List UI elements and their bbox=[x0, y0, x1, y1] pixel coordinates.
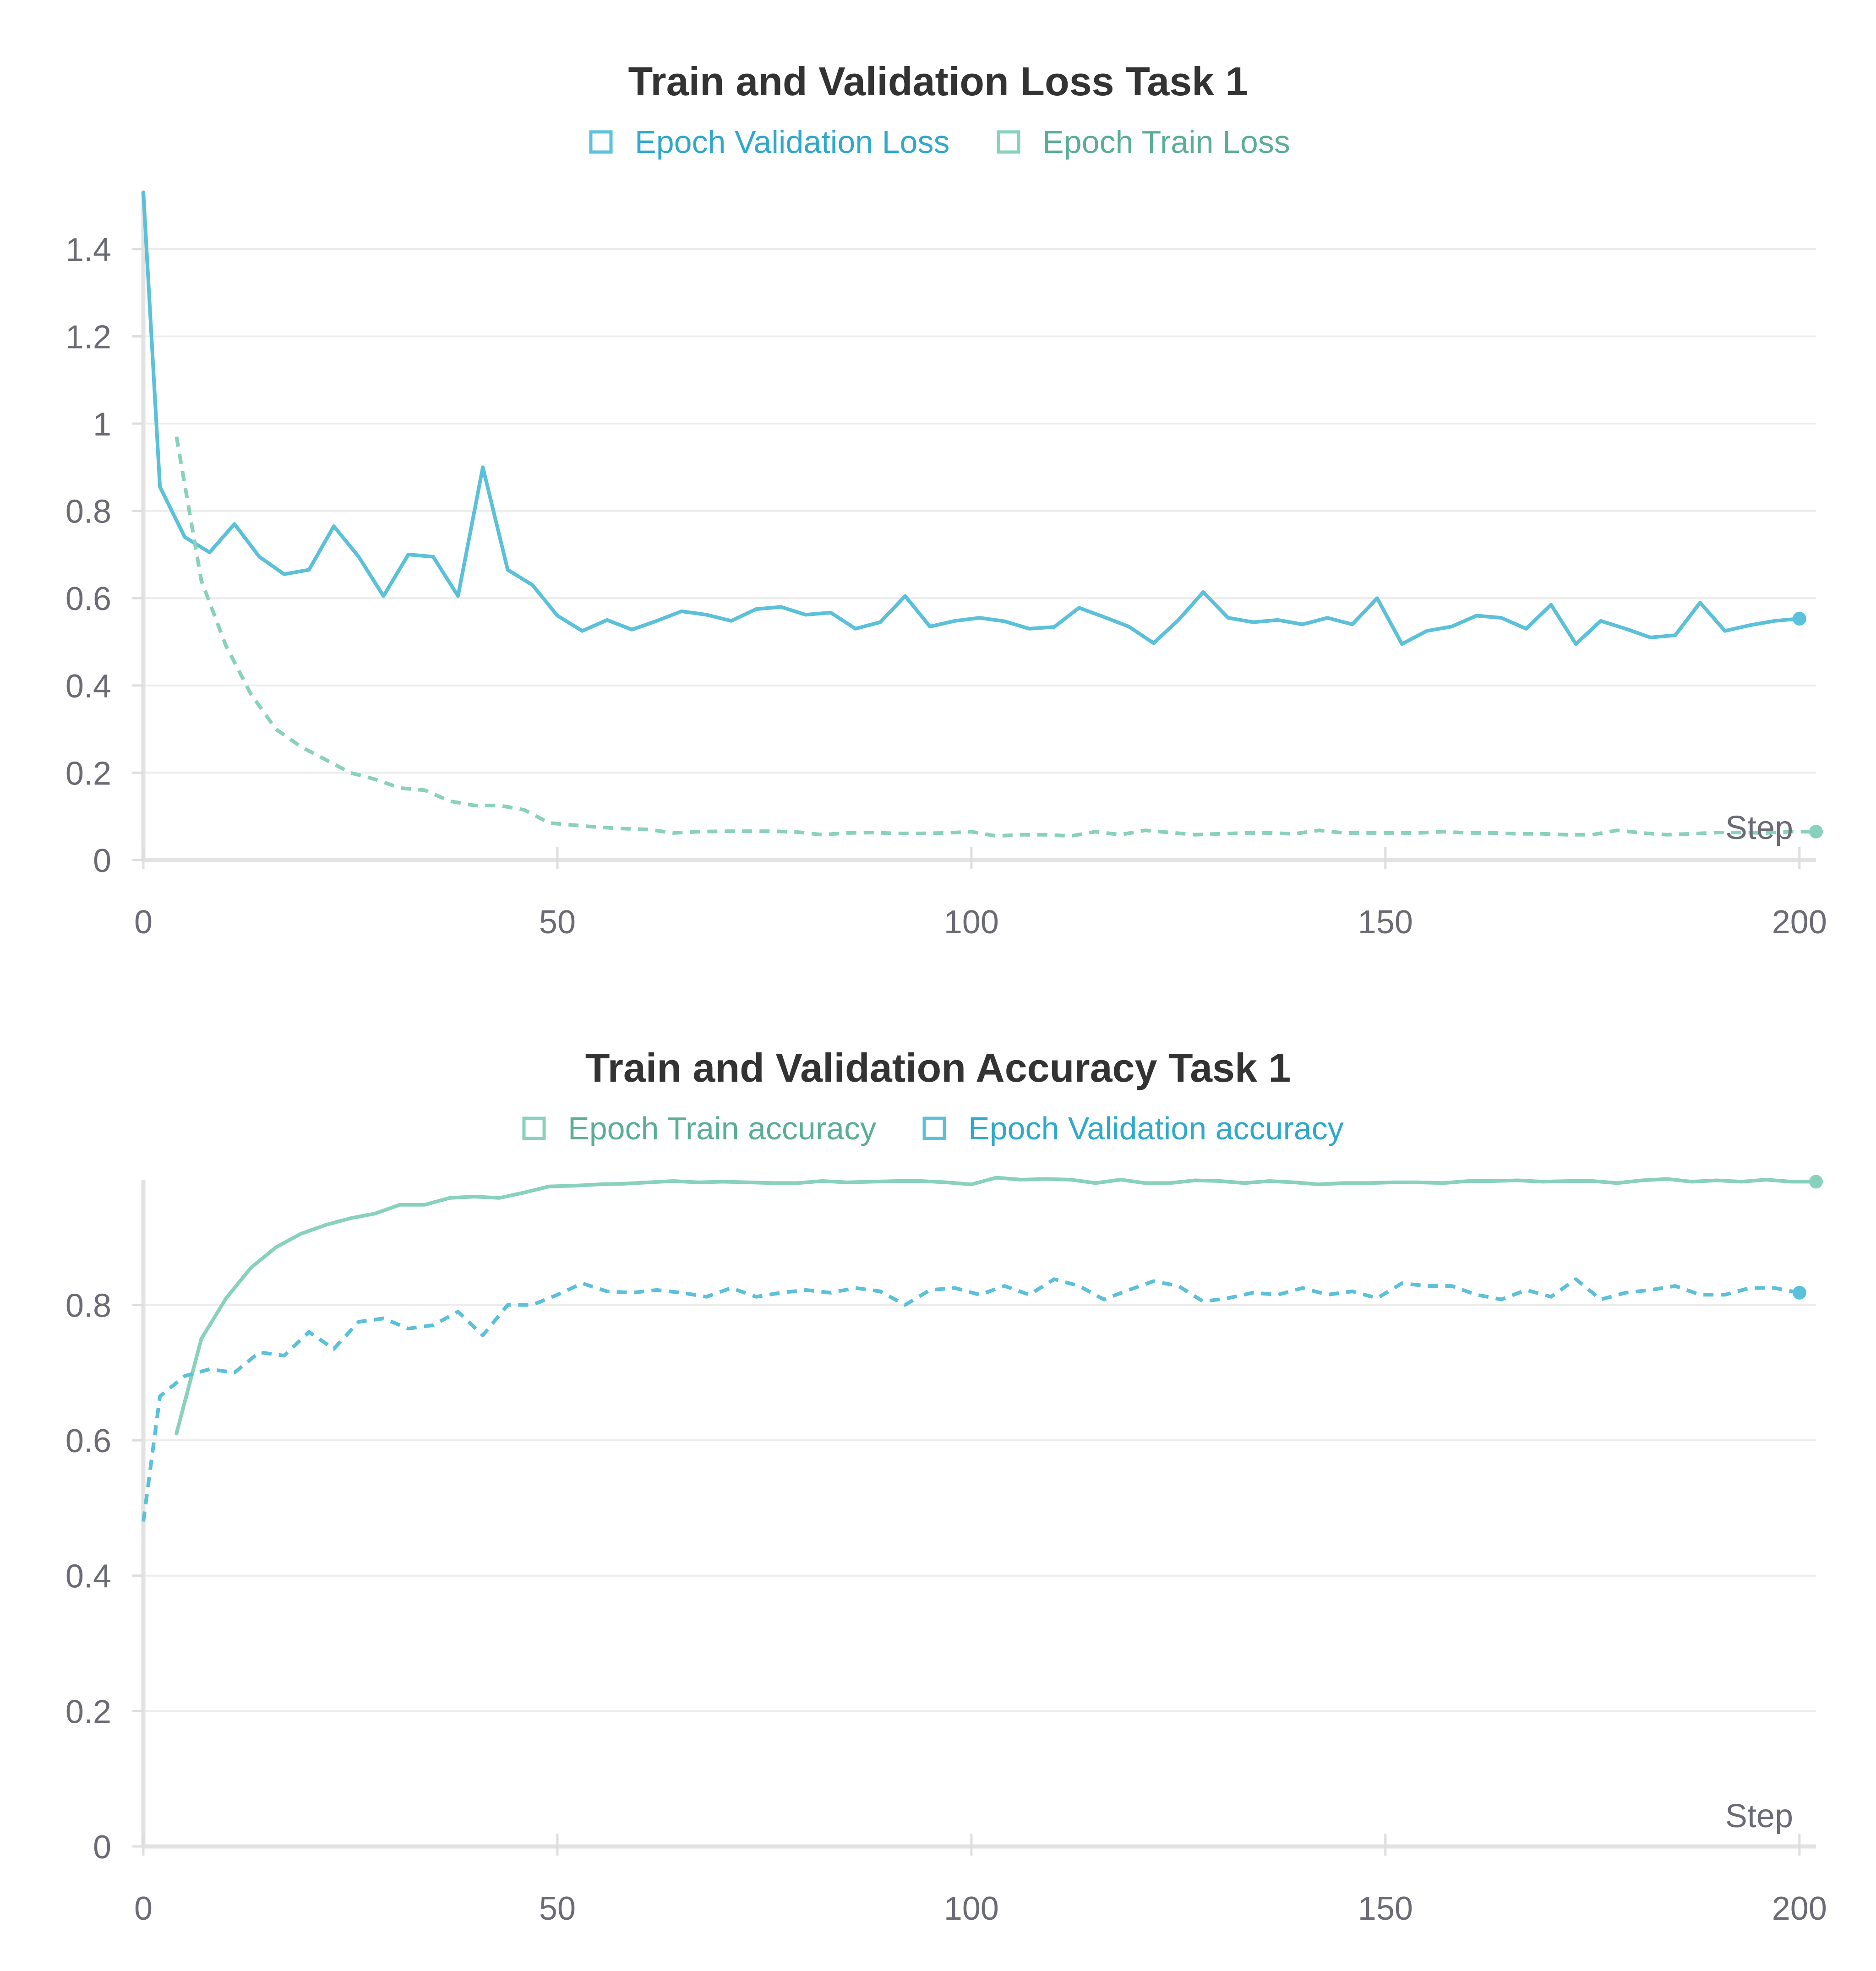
loss-y-tick-label: 0.8 bbox=[65, 494, 111, 530]
accuracy-series-line-epoch-validation-accuracy[interactable] bbox=[142, 1277, 1800, 1522]
legend-swatch-epoch-validation-accuracy bbox=[922, 1116, 946, 1140]
loss-y-tick-label: 0 bbox=[93, 843, 111, 879]
loss-y-tick-label: 1.4 bbox=[65, 232, 111, 268]
loss-chart-ticks: 0 0.2 0.4 0.6 0.8 1 1.2 1.4 0 50 100 150 200 bbox=[65, 232, 1827, 941]
accuracy-chart-series bbox=[142, 1175, 1823, 1522]
loss-chart: Train and Validation Loss Task 1 Epoch V… bbox=[65, 59, 1827, 941]
legend-label-epoch-validation-accuracy: Epoch Validation accuracy bbox=[968, 1111, 1344, 1146]
loss-chart-x-axis-label: Step bbox=[1725, 810, 1793, 846]
legend-swatch-epoch-train-loss bbox=[997, 130, 1020, 154]
accuracy-x-tick-label: 0 bbox=[134, 1890, 153, 1927]
accuracy-y-tick-label: 0 bbox=[93, 1829, 111, 1866]
legend-label-epoch-validation-loss: Epoch Validation Loss bbox=[635, 124, 950, 160]
loss-x-tick-label: 50 bbox=[539, 904, 576, 941]
accuracy-chart-gridlines bbox=[143, 1304, 1816, 1712]
accuracy-chart-axes bbox=[141, 1180, 1816, 1849]
loss-y-tick-label: 1 bbox=[93, 406, 111, 443]
loss-x-tick-label: 150 bbox=[1358, 904, 1413, 941]
accuracy-y-tick-label: 0.2 bbox=[65, 1693, 111, 1730]
accuracy-chart-title: Train and Validation Accuracy Task 1 bbox=[585, 1045, 1291, 1090]
loss-series-end-point-epoch-validation-loss[interactable] bbox=[1792, 612, 1806, 626]
loss-x-tick-label: 200 bbox=[1772, 904, 1827, 941]
accuracy-x-tick-label: 150 bbox=[1358, 1890, 1413, 1927]
loss-y-tick-label: 1.2 bbox=[65, 319, 111, 355]
loss-y-tick-label: 0.2 bbox=[65, 755, 111, 792]
accuracy-chart-legend: Epoch Train accuracy Epoch Validation ac… bbox=[522, 1111, 1344, 1146]
legend-item-epoch-validation-loss[interactable]: Epoch Validation Loss bbox=[589, 124, 950, 160]
legend-swatch-epoch-validation-loss bbox=[589, 130, 613, 154]
accuracy-series-line-epoch-train-accuracy[interactable] bbox=[175, 1176, 1818, 1436]
legend-label-epoch-train-loss: Epoch Train Loss bbox=[1042, 124, 1290, 160]
loss-series-line-epoch-train-loss[interactable] bbox=[175, 436, 1816, 838]
accuracy-series-end-point-epoch-train-accuracy[interactable] bbox=[1809, 1175, 1823, 1189]
accuracy-x-tick-label: 200 bbox=[1772, 1890, 1827, 1927]
legend-item-epoch-train-loss[interactable]: Epoch Train Loss bbox=[997, 124, 1290, 160]
loss-chart-legend: Epoch Validation Loss Epoch Train Loss bbox=[589, 124, 1290, 160]
accuracy-y-tick-label: 0.4 bbox=[65, 1558, 111, 1595]
loss-y-tick-label: 0.4 bbox=[65, 668, 111, 705]
loss-x-tick-label: 0 bbox=[134, 904, 153, 941]
accuracy-x-tick-label: 100 bbox=[944, 1890, 999, 1927]
accuracy-chart-x-axis-label: Step bbox=[1725, 1798, 1793, 1835]
legend-item-epoch-validation-accuracy[interactable]: Epoch Validation accuracy bbox=[922, 1111, 1344, 1146]
loss-y-tick-label: 0.6 bbox=[65, 581, 111, 617]
loss-series-end-point-epoch-train-loss[interactable] bbox=[1809, 825, 1823, 839]
legend-label-epoch-train-accuracy: Epoch Train accuracy bbox=[568, 1111, 876, 1146]
loss-chart-gridlines bbox=[143, 248, 1816, 774]
loss-chart-axes bbox=[141, 192, 1816, 862]
accuracy-y-tick-label: 0.6 bbox=[65, 1423, 111, 1459]
accuracy-y-tick-label: 0.8 bbox=[65, 1287, 111, 1324]
accuracy-chart-ticks: 0 0.2 0.4 0.6 0.8 0 50 100 150 200 bbox=[65, 1287, 1827, 1927]
loss-chart-series bbox=[142, 191, 1823, 839]
accuracy-chart: Train and Validation Accuracy Task 1 Epo… bbox=[65, 1045, 1827, 1927]
legend-swatch-epoch-train-accuracy bbox=[522, 1116, 546, 1140]
loss-chart-title: Train and Validation Loss Task 1 bbox=[628, 59, 1248, 104]
legend-item-epoch-train-accuracy[interactable]: Epoch Train accuracy bbox=[522, 1111, 876, 1146]
accuracy-x-tick-label: 50 bbox=[539, 1890, 576, 1927]
loss-x-tick-label: 100 bbox=[944, 904, 999, 941]
accuracy-series-end-point-epoch-validation-accuracy[interactable] bbox=[1792, 1285, 1806, 1300]
loss-series-line-epoch-validation-loss[interactable] bbox=[142, 191, 1801, 646]
